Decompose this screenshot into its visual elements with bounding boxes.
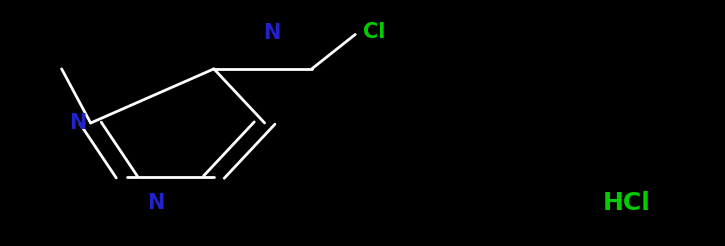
Text: Cl: Cl [362, 22, 385, 42]
Text: N: N [147, 193, 165, 213]
Text: N: N [263, 23, 281, 43]
Text: N: N [70, 113, 87, 133]
Text: HCl: HCl [603, 191, 651, 215]
